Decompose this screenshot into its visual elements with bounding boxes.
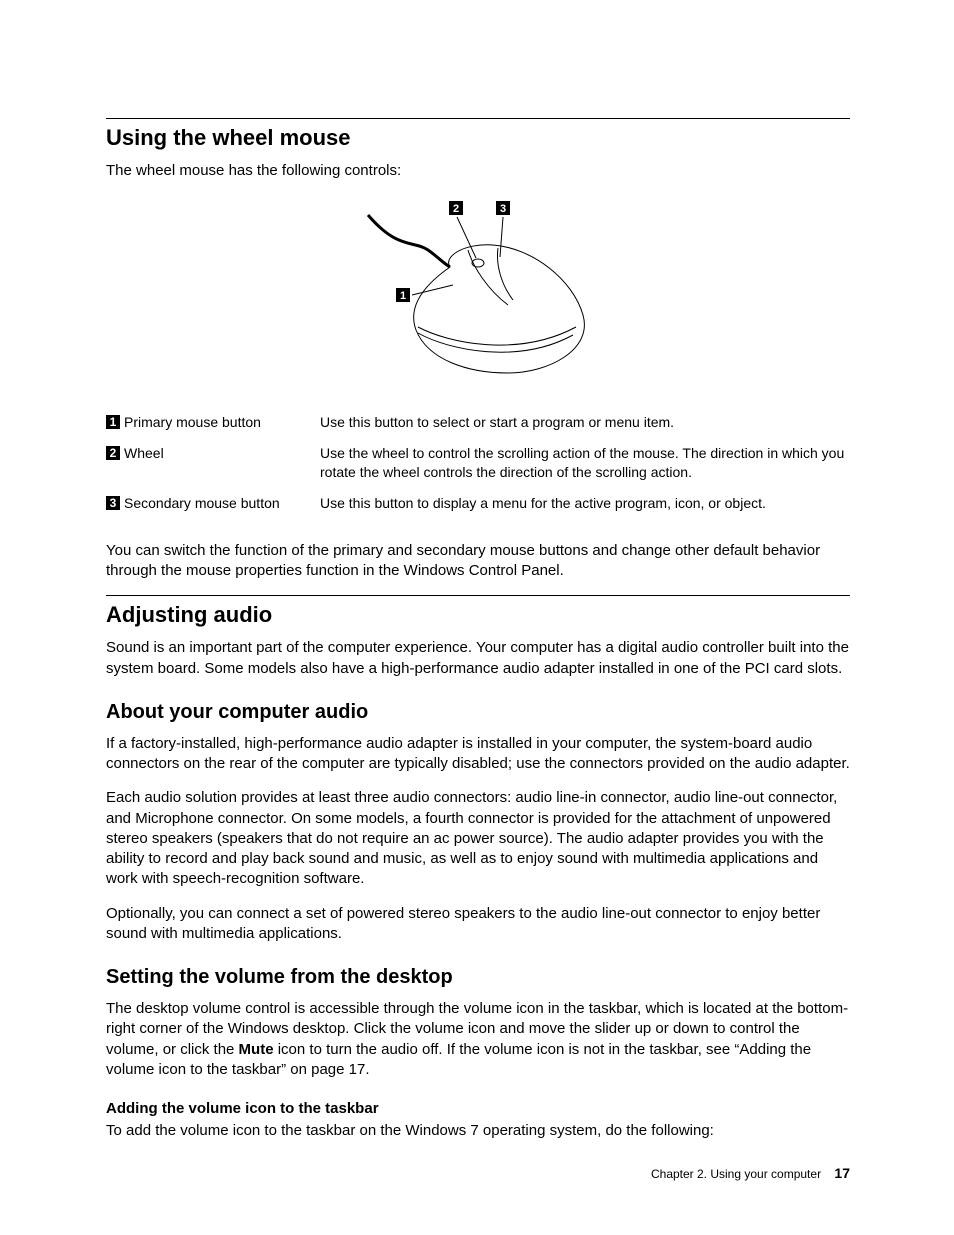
callout-number: 1: [106, 415, 120, 429]
mouse-diagram: 1 2 3: [106, 195, 850, 385]
callout-description: Use this button to select or start a pro…: [320, 407, 850, 438]
footer-page-number: 17: [834, 1165, 850, 1181]
post-table-paragraph: You can switch the function of the prima…: [106, 541, 850, 582]
callout-description: Use this button to display a menu for th…: [320, 488, 850, 519]
intro-paragraph: The wheel mouse has the following contro…: [106, 161, 850, 181]
section-rule: [106, 118, 850, 119]
callout-number: 3: [106, 496, 120, 510]
callout-label: Secondary mouse button: [124, 495, 280, 511]
diagram-callout-1: 1: [396, 288, 410, 302]
volume-paragraph: The desktop volume control is accessible…: [106, 999, 850, 1080]
svg-text:1: 1: [400, 290, 406, 302]
diagram-callout-2: 2: [449, 201, 463, 215]
table-row: 1 Primary mouse button Use this button to…: [106, 407, 850, 438]
footer-chapter: Chapter 2. Using your computer: [651, 1167, 821, 1181]
table-row: 2 Wheel Use the wheel to control the scro…: [106, 438, 850, 488]
mouse-controls-table: 1 Primary mouse button Use this button to…: [106, 407, 850, 519]
audio-para-1: If a factory-installed, high-performance…: [106, 734, 850, 775]
adding-volume-paragraph: To add the volume icon to the taskbar on…: [106, 1121, 850, 1141]
mouse-illustration: 1 2 3: [358, 195, 598, 385]
diagram-callout-3: 3: [496, 201, 510, 215]
audio-para-3: Optionally, you can connect a set of pow…: [106, 904, 850, 945]
heading-setting-volume: Setting the volume from the desktop: [106, 966, 850, 989]
callout-label: Primary mouse button: [124, 414, 261, 430]
callout-number: 2: [106, 446, 120, 460]
table-row: 3 Secondary mouse button Use this button …: [106, 488, 850, 519]
callout-description: Use the wheel to control the scrolling a…: [320, 438, 850, 488]
svg-text:2: 2: [453, 203, 459, 215]
heading-using-wheel-mouse: Using the wheel mouse: [106, 125, 850, 151]
audio-para-2: Each audio solution provides at least th…: [106, 788, 850, 889]
svg-text:3: 3: [500, 203, 506, 215]
heading-adding-volume-icon: Adding the volume icon to the taskbar: [106, 1100, 850, 1117]
document-page: Using the wheel mouse The wheel mouse ha…: [0, 0, 954, 1235]
section-rule: [106, 595, 850, 596]
heading-about-computer-audio: About your computer audio: [106, 701, 850, 724]
callout-label: Wheel: [124, 445, 164, 461]
mute-word: Mute: [239, 1041, 274, 1058]
audio-intro-paragraph: Sound is an important part of the comput…: [106, 638, 850, 679]
heading-adjusting-audio: Adjusting audio: [106, 602, 850, 628]
page-footer: Chapter 2. Using your computer 17: [651, 1165, 850, 1181]
